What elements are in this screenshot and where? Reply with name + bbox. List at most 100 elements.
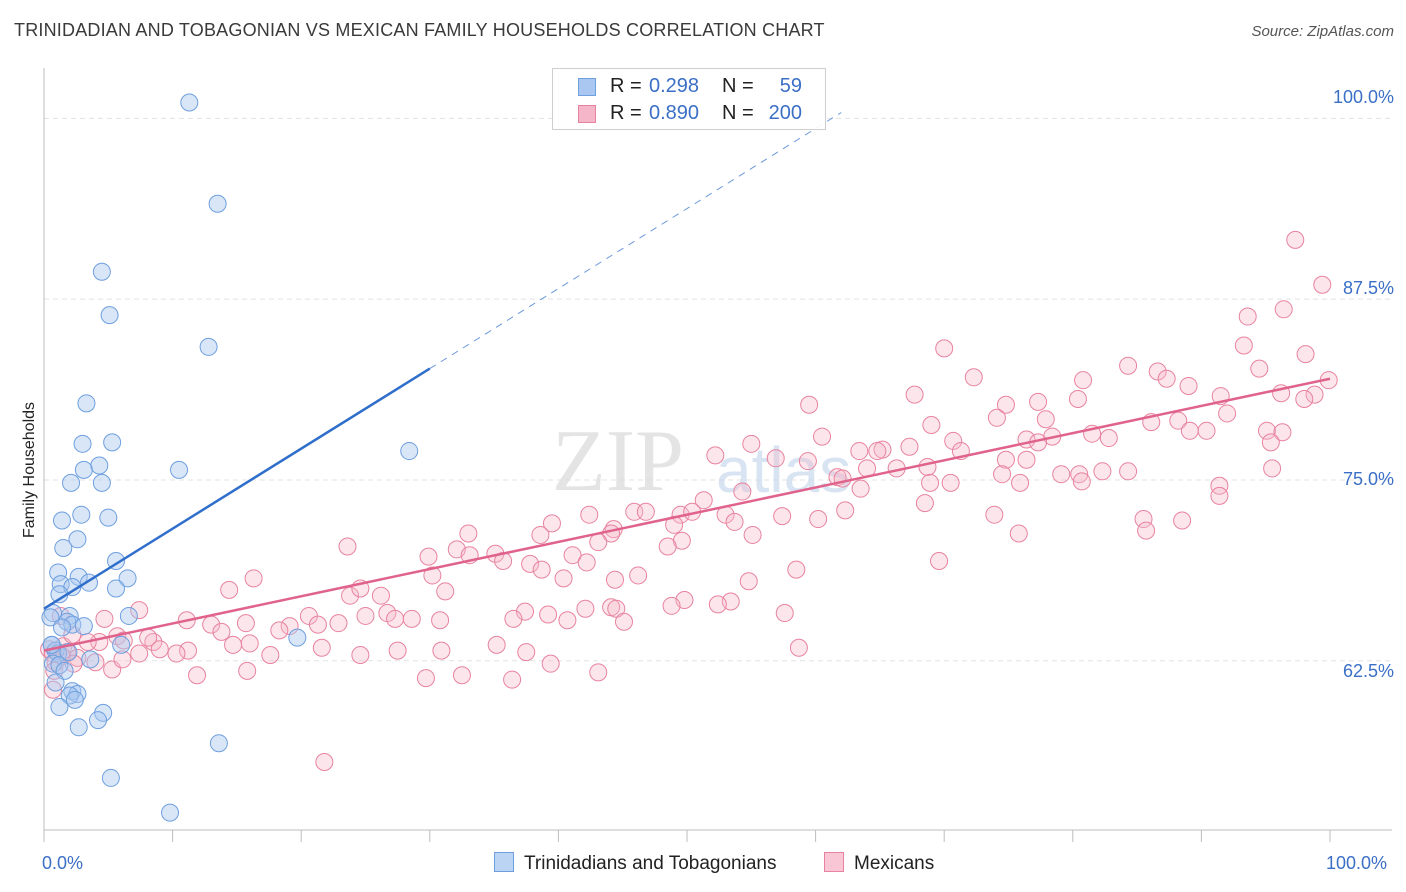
mexicans-point <box>1197 421 1216 440</box>
mexicans-point <box>539 605 558 624</box>
watermark: ZIP atlas <box>552 413 851 510</box>
mexicans-point <box>261 645 280 664</box>
mexicans-point <box>905 385 924 404</box>
mexicans-point <box>1052 465 1071 484</box>
mexicans-point <box>371 586 390 605</box>
mexicans-point <box>733 482 752 501</box>
mexicans-point <box>240 634 259 653</box>
trinidadian-point <box>69 567 88 586</box>
mexicans-point <box>532 560 551 579</box>
mexicans-point <box>45 661 64 680</box>
mexicans-point <box>1070 465 1089 484</box>
mexicans-point <box>941 473 960 492</box>
mexicans-point <box>1286 230 1305 249</box>
trinidadian-point <box>68 530 87 549</box>
mexicans-trend-line <box>43 377 1331 652</box>
mexicans-point <box>86 653 105 672</box>
mexicans-point <box>515 602 534 621</box>
trinidadian-point <box>107 579 126 598</box>
legend-item-mexicans[interactable]: Mexicans <box>824 852 934 875</box>
legend-item-trinidadian[interactable]: Trinidadians and Tobagonians <box>494 852 776 875</box>
mexicans-point <box>558 611 577 630</box>
trinidadian-point <box>100 306 119 325</box>
mexicans-point <box>432 641 451 660</box>
mexicans-point <box>1009 524 1028 543</box>
legend-blue-swatch <box>494 852 514 872</box>
r-value: 0.298 <box>649 75 700 97</box>
trinidadian-point <box>44 654 63 673</box>
trinidadian-point <box>74 460 93 479</box>
mexicans-point <box>270 621 289 640</box>
mexicans-point <box>798 452 817 471</box>
mexicans-point <box>64 654 83 673</box>
mexicans-point <box>220 580 239 599</box>
x-tick-min: 0.0% <box>42 853 84 873</box>
mexicans-point <box>694 491 713 510</box>
mexicans-point <box>851 479 870 498</box>
mexicans-point <box>915 494 934 513</box>
y-tick-87-5: 87.5% <box>1342 278 1394 298</box>
mexicans-point <box>589 663 608 682</box>
mexicans-point <box>1305 385 1324 404</box>
trinidadian-point <box>72 505 91 524</box>
mexicans-point <box>921 473 940 492</box>
mexicans-point <box>179 641 198 660</box>
mexicans-point <box>113 650 132 669</box>
trinidadian-trend-line <box>43 367 431 610</box>
trinidadian-point <box>99 508 118 527</box>
mexicans-point <box>836 501 855 520</box>
mexicans-point <box>312 638 331 657</box>
trinidadian-point <box>59 643 78 662</box>
mexicans-point <box>1169 411 1188 430</box>
mexicans-point <box>605 570 624 589</box>
mexicans-point <box>351 645 370 664</box>
trinidadian-point <box>208 194 227 213</box>
stats-row-mexicans: R = 0.890 N = 200 <box>553 99 825 127</box>
mexicans-point <box>224 635 243 654</box>
trinidadian-point <box>199 337 218 356</box>
mexicans-point <box>419 547 438 566</box>
mexicans-point <box>725 512 744 531</box>
mexicans-point <box>935 339 954 358</box>
mexicans-point <box>521 554 540 573</box>
mexicans-point <box>423 566 442 585</box>
mexicans-point <box>766 449 785 468</box>
trinidadian-point <box>92 473 111 492</box>
mexicans-point <box>1099 429 1118 448</box>
mexicans-point <box>743 525 762 544</box>
trinidadian-point <box>65 690 84 709</box>
mexicans-point <box>985 505 1004 524</box>
mexicans-point <box>662 596 681 615</box>
trinidadian-trend-extension <box>429 112 842 370</box>
mexicans-point <box>386 609 405 628</box>
trinidadian-points <box>41 93 419 822</box>
trinidadian-point <box>170 460 189 479</box>
mexicans-point <box>580 505 599 524</box>
mexicans-point <box>993 465 1012 484</box>
trinidadian-point <box>49 563 68 582</box>
mexicans-point <box>150 640 169 659</box>
mexicans-point <box>1157 369 1176 388</box>
mexicans-point <box>964 368 983 387</box>
mexicans-point <box>1093 462 1112 481</box>
mexicans-point <box>1029 392 1048 411</box>
mexicans-point <box>212 622 231 641</box>
mexicans-point <box>809 510 828 529</box>
mexicans-point <box>459 524 478 543</box>
trinidadian-point <box>288 628 307 647</box>
mexicans-point <box>356 606 375 625</box>
mexicans-point <box>1274 300 1293 319</box>
mexicans-point <box>789 638 808 657</box>
mexicans-point <box>541 654 560 673</box>
mexicans-point <box>503 670 522 689</box>
mexicans-point <box>1263 459 1282 478</box>
trinidadian-point <box>53 511 72 530</box>
mexicans-point <box>577 553 596 572</box>
mexicans-point <box>554 569 573 588</box>
mexicans-point <box>1257 421 1276 440</box>
trinidadian-point <box>101 768 120 787</box>
mexicans-point <box>1218 404 1237 423</box>
mexicans-point <box>1137 521 1156 540</box>
trinidadian-point <box>161 803 180 822</box>
mexicans-point <box>388 641 407 660</box>
